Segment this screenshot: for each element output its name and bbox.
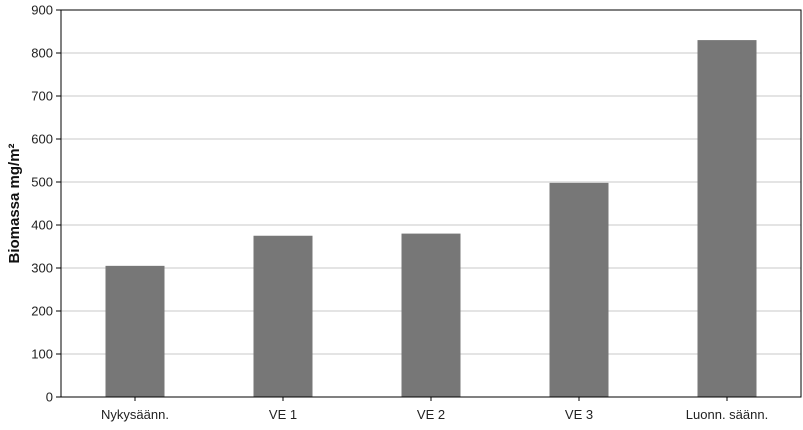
y-axis-title: Biomassa mg/m²	[6, 143, 23, 263]
y-tick-label: 800	[31, 46, 53, 61]
bar	[105, 265, 165, 397]
y-tick-label: 700	[31, 89, 53, 104]
x-axis-labels: Nykysäänn. VE 1 VE 2 VE 3 Luonn. säänn.	[101, 397, 768, 422]
bars	[105, 40, 757, 397]
x-category-label: Nykysäänn.	[101, 407, 169, 422]
y-tick-label: 600	[31, 132, 53, 147]
y-tick-label: 400	[31, 218, 53, 233]
bar	[549, 182, 609, 397]
x-category-label: VE 3	[565, 407, 593, 422]
bar	[697, 40, 757, 397]
y-axis-ticks: 0 100 200 300 400 500 600 700 800 900	[31, 3, 61, 405]
bar	[253, 235, 313, 397]
y-tick-label: 500	[31, 175, 53, 190]
y-tick-label: 100	[31, 347, 53, 362]
plot-frame	[60, 9, 802, 398]
y-tick-label: 0	[46, 390, 53, 405]
x-category-label: VE 2	[417, 407, 445, 422]
y-tick-label: 300	[31, 261, 53, 276]
y-tick-label: 900	[31, 3, 53, 18]
y-tick-label: 200	[31, 304, 53, 319]
x-category-label: VE 1	[269, 407, 297, 422]
x-category-label: Luonn. säänn.	[686, 407, 768, 422]
bar	[401, 233, 461, 397]
